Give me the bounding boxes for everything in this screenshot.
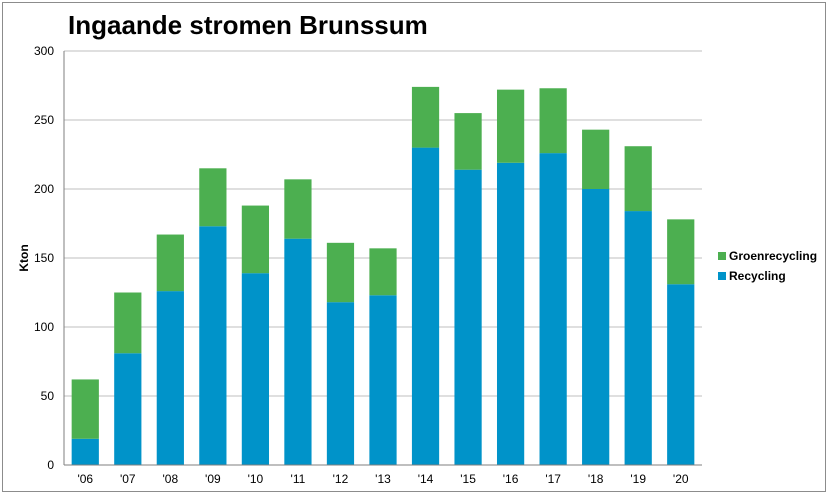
- bar-groenrecycling-10: [496, 89, 525, 163]
- bar-groenrecycling-7: [369, 248, 397, 296]
- legend-label-recycling: Recycling: [729, 269, 786, 283]
- bar-recycling-3: [199, 226, 227, 465]
- bar-recycling-13: [624, 211, 652, 465]
- y-tick-label: 250: [34, 113, 54, 127]
- bar-groenrecycling-14: [667, 219, 695, 285]
- bar-groenrecycling-6: [326, 242, 355, 303]
- y-tick-label: 150: [34, 251, 54, 265]
- bar-recycling-0: [71, 438, 99, 465]
- bar-groenrecycling-0: [71, 379, 99, 439]
- legend-swatch-recycling: [718, 272, 726, 280]
- bar-recycling-11: [539, 153, 567, 465]
- y-tick-label: 300: [34, 44, 54, 58]
- x-tick-label: '14: [418, 472, 434, 486]
- bars: [71, 86, 695, 465]
- x-tick-label: '18: [588, 472, 604, 486]
- axes: [63, 51, 702, 466]
- bar-groenrecycling-2: [156, 234, 184, 292]
- bar-groenrecycling-4: [241, 205, 270, 274]
- chart-title: Ingaande stromen Brunssum: [68, 10, 428, 40]
- bar-recycling-12: [582, 189, 610, 465]
- x-tick-label: '15: [460, 472, 476, 486]
- bar-groenrecycling-9: [454, 113, 482, 170]
- x-tick-label: '06: [77, 472, 93, 486]
- bar-recycling-7: [369, 295, 397, 465]
- x-tick-label: '10: [248, 472, 264, 486]
- y-tick-label: 200: [34, 182, 54, 196]
- x-tick-label: '13: [375, 472, 391, 486]
- x-tick-label: '11: [291, 472, 306, 486]
- y-axis-label: Kton: [17, 244, 31, 271]
- y-tick-label: 0: [47, 458, 54, 472]
- y-tick-labels: 0 50 100 150 200 250 300: [34, 44, 54, 472]
- bar-recycling-14: [667, 284, 695, 465]
- y-tick-label: 100: [34, 320, 54, 334]
- y-tick-label: 50: [41, 389, 55, 403]
- bar-groenrecycling-8: [411, 86, 440, 148]
- x-tick-label: '16: [503, 472, 519, 486]
- bar-groenrecycling-12: [582, 129, 610, 189]
- bar-groenrecycling-5: [284, 179, 312, 239]
- bar-recycling-8: [411, 147, 440, 465]
- x-tick-labels: '06 '07 '08 '09 '10 '11 '12 '13 '14 '15 '16 '17 '18 '…: [77, 472, 688, 486]
- bar-recycling-9: [454, 169, 482, 465]
- x-tick-label: '19: [630, 472, 646, 486]
- bar-recycling-10: [496, 162, 525, 465]
- x-tick-label: '08: [163, 472, 179, 486]
- legend: Groenrecycling Recycling: [718, 249, 817, 283]
- bar-recycling-5: [284, 238, 312, 465]
- bar-groenrecycling-1: [114, 292, 142, 354]
- bar-groenrecycling-3: [199, 168, 227, 227]
- x-tick-label: '07: [120, 472, 136, 486]
- bar-recycling-2: [156, 291, 184, 465]
- legend-swatch-groenrecycling: [718, 252, 726, 260]
- bar-groenrecycling-13: [624, 146, 652, 212]
- x-tick-label: '17: [545, 472, 561, 486]
- bar-recycling-4: [241, 273, 270, 465]
- legend-label-groenrecycling: Groenrecycling: [729, 249, 817, 263]
- x-tick-label: '09: [205, 472, 221, 486]
- x-tick-label: '20: [673, 472, 689, 486]
- x-tick-label: '12: [333, 472, 349, 486]
- bar-recycling-1: [114, 353, 142, 465]
- bar-recycling-6: [326, 302, 355, 465]
- bar-groenrecycling-11: [539, 88, 567, 154]
